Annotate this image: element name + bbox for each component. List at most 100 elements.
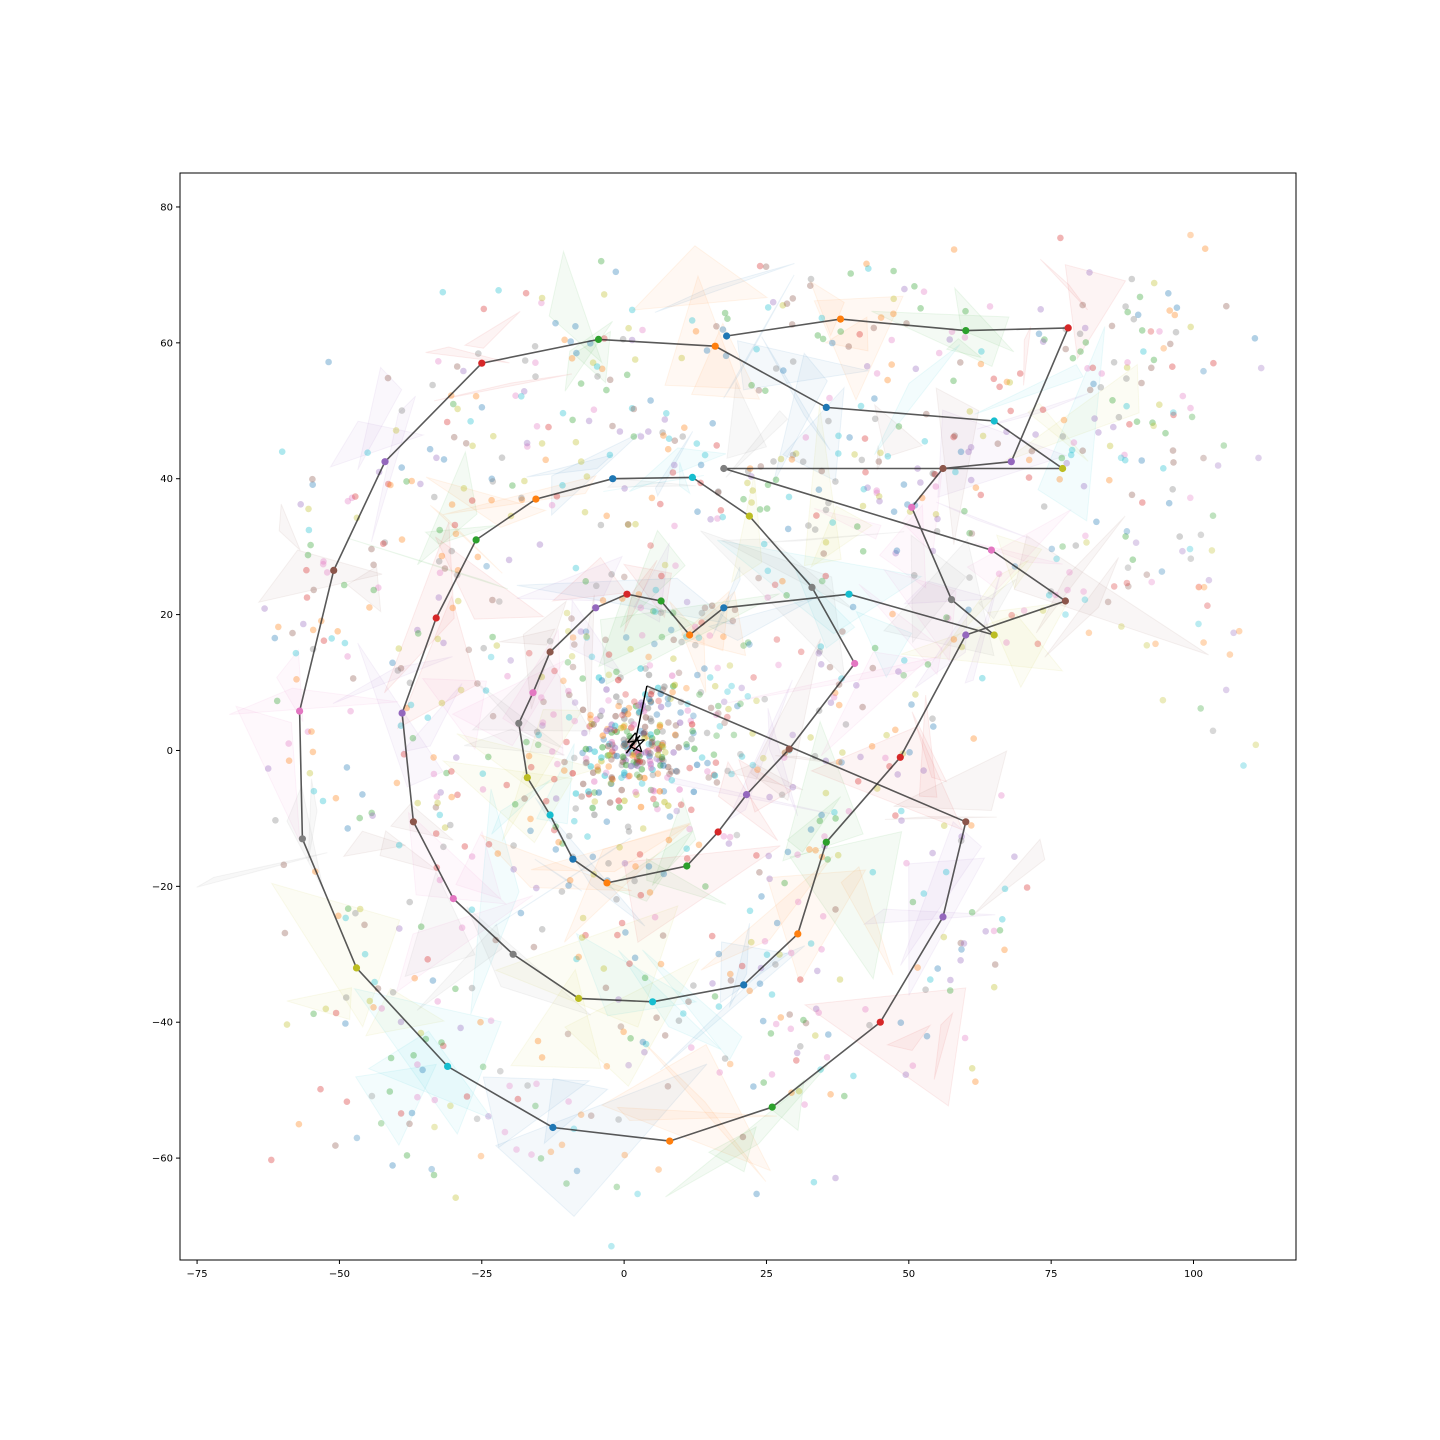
data-point — [1008, 611, 1015, 619]
data-point — [1156, 401, 1163, 409]
data-point — [727, 977, 735, 984]
cluster-hull — [572, 330, 612, 384]
data-point — [714, 515, 721, 522]
data-point — [630, 750, 638, 758]
data-point — [1117, 454, 1125, 462]
data-point — [661, 1032, 669, 1039]
data-point — [789, 783, 797, 791]
data-point — [577, 628, 585, 635]
data-point — [658, 741, 666, 749]
data-point — [441, 824, 449, 831]
data-point — [624, 823, 632, 831]
cluster-hull — [908, 857, 986, 996]
cluster-hull — [707, 597, 817, 641]
data-point — [1197, 531, 1205, 539]
data-point — [911, 283, 918, 290]
data-point — [838, 675, 845, 682]
data-point — [454, 405, 461, 413]
data-point — [340, 581, 348, 589]
data-point — [979, 674, 986, 682]
cluster-hull — [700, 530, 846, 679]
data-point — [572, 564, 580, 572]
data-point — [633, 749, 640, 757]
data-point — [1066, 569, 1073, 576]
data-point — [1162, 429, 1169, 437]
data-point — [690, 712, 697, 720]
data-point — [777, 455, 785, 463]
data-point — [697, 689, 705, 696]
data-point — [532, 1102, 539, 1110]
data-point — [1091, 415, 1098, 422]
data-point — [1223, 302, 1230, 310]
data-point — [573, 955, 580, 963]
data-point — [435, 558, 443, 565]
data-point — [943, 614, 950, 621]
data-point — [458, 924, 466, 931]
data-point — [454, 597, 462, 605]
data-point — [724, 767, 731, 775]
trajectory-path — [298, 318, 1070, 1142]
data-point — [645, 653, 652, 661]
data-point — [807, 282, 814, 290]
data-point — [636, 753, 643, 760]
data-point — [819, 913, 827, 920]
data-point — [616, 698, 624, 706]
data-point — [853, 682, 860, 689]
cluster-hull — [995, 534, 1043, 590]
data-point — [1201, 245, 1209, 252]
data-point — [701, 604, 709, 612]
data-point — [538, 294, 546, 302]
cluster-hull — [346, 565, 382, 613]
data-point — [638, 780, 646, 787]
data-point — [1016, 370, 1024, 377]
data-point — [436, 526, 444, 534]
data-point — [857, 753, 864, 761]
cluster-hull — [761, 336, 831, 451]
data-point — [737, 750, 744, 758]
data-point — [398, 464, 406, 471]
trajectory-marker — [768, 1103, 776, 1111]
data-point — [582, 745, 590, 753]
data-point — [332, 1142, 339, 1149]
center-trajectory-segment — [634, 732, 643, 753]
data-point — [676, 719, 684, 726]
data-point — [877, 449, 884, 457]
data-point — [386, 1088, 394, 1095]
data-point — [631, 356, 639, 363]
data-point — [310, 1010, 317, 1018]
data-point — [664, 763, 672, 771]
data-point — [727, 970, 734, 978]
data-point — [677, 709, 684, 716]
data-point — [647, 715, 654, 722]
data-point — [669, 469, 677, 476]
data-point — [814, 967, 821, 975]
data-point — [478, 404, 486, 411]
data-point — [582, 759, 590, 767]
data-point — [488, 475, 496, 483]
trajectory-marker — [836, 315, 845, 323]
data-point — [637, 727, 644, 735]
trajectory-marker — [688, 473, 697, 481]
data-point — [648, 734, 656, 742]
data-point — [591, 811, 598, 819]
data-point — [409, 734, 417, 742]
cluster-hull — [425, 476, 548, 528]
data-point — [497, 1067, 504, 1075]
data-point — [626, 772, 633, 780]
data-point — [505, 556, 513, 564]
data-point — [654, 740, 662, 747]
data-point — [777, 1014, 785, 1021]
data-point — [616, 844, 623, 851]
data-point — [593, 363, 601, 370]
cluster-hull — [945, 337, 982, 358]
data-point — [411, 974, 419, 982]
data-point — [656, 788, 664, 795]
data-point — [977, 360, 985, 368]
data-point — [583, 634, 590, 641]
data-point — [857, 402, 865, 410]
cluster-hull — [767, 707, 799, 817]
data-point — [721, 309, 729, 317]
data-point — [898, 807, 905, 815]
data-point — [631, 877, 638, 885]
